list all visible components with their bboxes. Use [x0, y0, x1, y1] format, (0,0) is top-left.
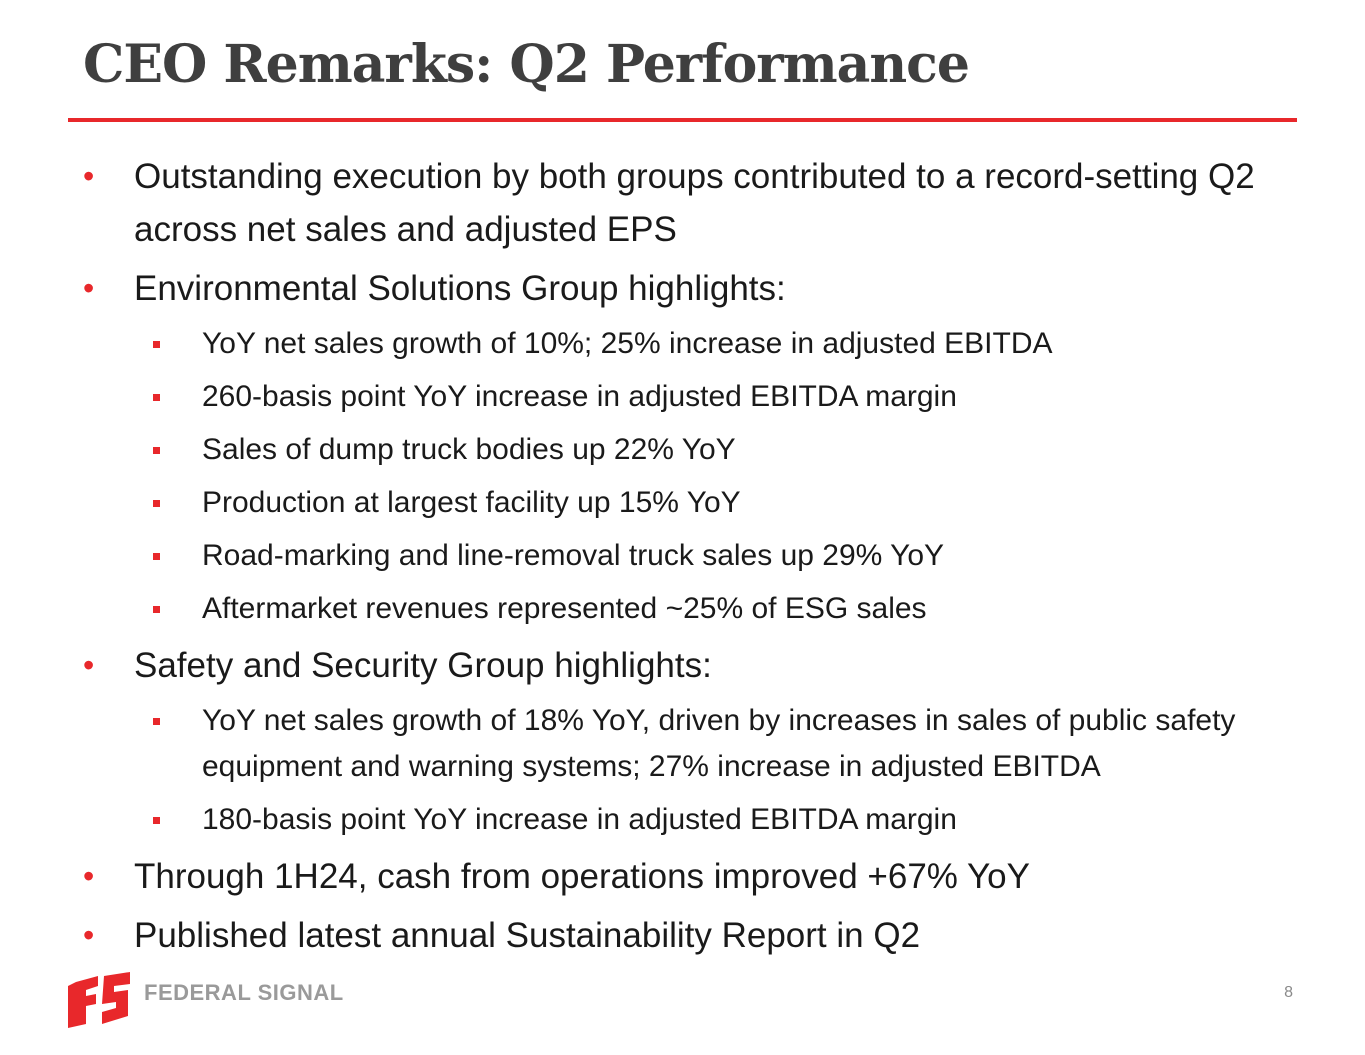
esg-sub-list: YoY net sales growth of 10%; 25% increas…	[83, 321, 1333, 632]
federal-signal-logo-mark-icon	[68, 972, 130, 1028]
page-number: 8	[1284, 984, 1293, 1001]
logo-wordmark: FEDERAL SIGNAL	[144, 980, 344, 1005]
bullet-text: Published latest annual Sustainability R…	[134, 916, 921, 955]
bullet-ssg-highlights: Safety and Security Group highlights:	[83, 639, 1333, 692]
bullet-list: Outstanding execution by both groups con…	[83, 150, 1333, 968]
sub-bullet: Sales of dump truck bodies up 22% YoY	[83, 427, 1333, 473]
sub-bullet: 260-basis point YoY increase in adjusted…	[83, 374, 1333, 420]
bullet-text: Through 1H24, cash from operations impro…	[134, 857, 1030, 896]
bullet-cash-from-operations: Through 1H24, cash from operations impro…	[83, 850, 1333, 903]
sub-bullet: Road-marking and line-removal truck sale…	[83, 533, 1333, 579]
bullet-text: Safety and Security Group highlights:	[134, 646, 712, 685]
page-title: CEO Remarks: Q2 Performance	[83, 34, 970, 95]
sub-bullet: 180-basis point YoY increase in adjusted…	[83, 797, 1333, 843]
bullet-text: Environmental Solutions Group highlights…	[134, 269, 786, 308]
bullet-sustainability-report: Published latest annual Sustainability R…	[83, 909, 1333, 962]
sub-bullet: Aftermarket revenues represented ~25% of…	[83, 586, 1333, 632]
bullet-text: Outstanding execution by both groups con…	[134, 157, 1255, 249]
ssg-sub-list: YoY net sales growth of 18% YoY, driven …	[83, 698, 1333, 843]
sub-bullet: YoY net sales growth of 18% YoY, driven …	[83, 698, 1333, 790]
bullet-esg-highlights: Environmental Solutions Group highlights…	[83, 262, 1333, 315]
sub-bullet: YoY net sales growth of 10%; 25% increas…	[83, 321, 1333, 367]
title-divider	[68, 118, 1297, 122]
company-logo: FEDERAL SIGNAL	[68, 972, 353, 1030]
bullet-outstanding-execution: Outstanding execution by both groups con…	[83, 150, 1333, 256]
sub-bullet: Production at largest facility up 15% Yo…	[83, 480, 1333, 526]
